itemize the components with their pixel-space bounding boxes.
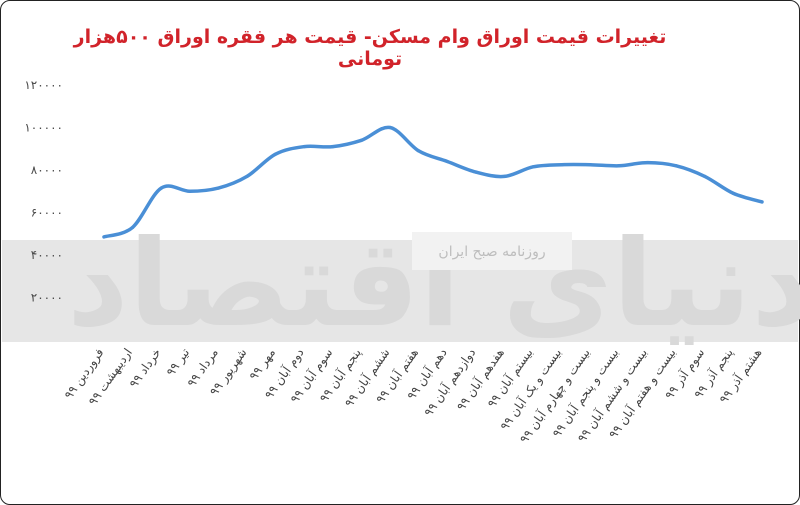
chart-title: تغییرات قیمت اوراق وام مسکن- قیمت هر فقر… [73, 26, 667, 70]
data-point [674, 164, 678, 168]
data-point [131, 225, 135, 229]
data-point [274, 152, 278, 156]
data-point [216, 186, 221, 190]
data-point [731, 191, 735, 195]
y-tick-label: ۶۰۰۰۰ [31, 206, 63, 220]
data-point [760, 200, 764, 204]
y-tick-label: ۸۰۰۰۰ [31, 163, 63, 177]
data-point [703, 174, 707, 178]
y-axis: ۲۰۰۰۰ ۴۰۰۰۰ ۶۰۰۰۰ ۸۰۰۰۰ ۱۰۰۰۰۰ ۱۲۰۰۰۰ [24, 78, 63, 305]
data-point [245, 174, 249, 178]
data-point [417, 149, 421, 153]
data-point [588, 163, 592, 167]
series-group [102, 125, 764, 239]
data-point [302, 145, 306, 149]
watermark-badge: روزنامه صبح ایران [412, 232, 572, 270]
data-point [531, 165, 535, 169]
data-point [474, 170, 478, 174]
watermark-band [2, 240, 798, 342]
data-point [502, 174, 507, 178]
data-point [645, 160, 650, 165]
series-line [102, 125, 764, 239]
data-point [102, 235, 106, 239]
data-point [388, 125, 392, 130]
data-point [188, 189, 192, 193]
data-point [359, 138, 364, 142]
y-tick-label: ۴۰۰۰۰ [31, 248, 63, 262]
data-point [617, 164, 621, 168]
data-point [331, 145, 335, 149]
data-point [159, 186, 163, 190]
y-tick-label: ۲۰۰۰۰ [31, 291, 63, 305]
data-point [445, 159, 449, 164]
y-tick-label: ۱۲۰۰۰۰ [24, 78, 63, 92]
y-tick-label: ۱۰۰۰۰۰ [24, 121, 63, 135]
data-point [560, 163, 564, 167]
watermark-subtitle: روزنامه صبح ایران [438, 244, 545, 260]
